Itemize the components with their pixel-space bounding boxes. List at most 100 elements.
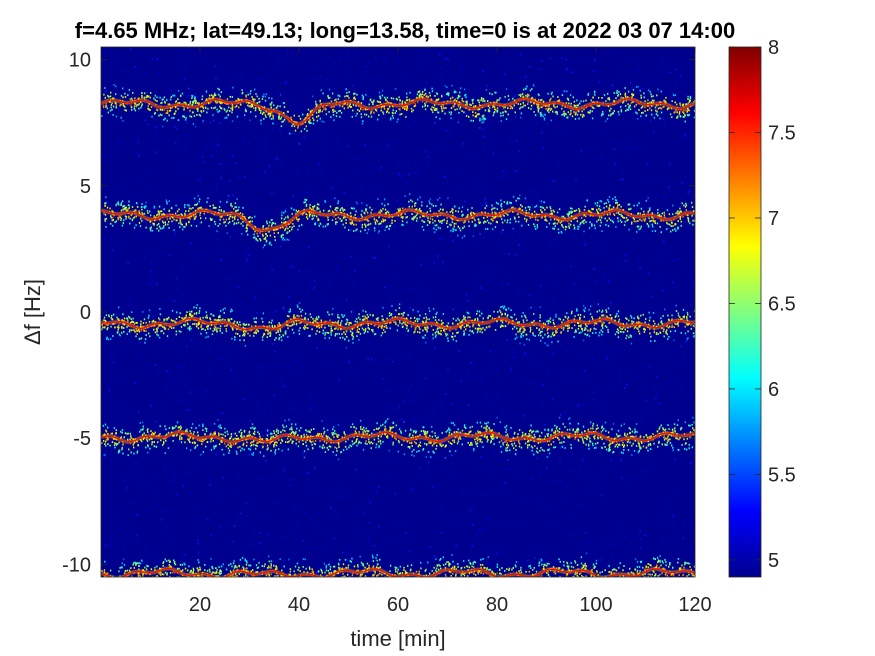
band-point (202, 328, 204, 330)
noise-speck (310, 104, 312, 107)
noise-speck (279, 245, 282, 248)
noise-speck (220, 489, 222, 492)
band-point (120, 94, 123, 97)
noise-speck (298, 291, 301, 294)
band-point (286, 232, 288, 235)
band-point (159, 210, 161, 213)
band-point (269, 221, 271, 224)
noise-speck (681, 182, 684, 185)
band-point (245, 226, 248, 229)
band-point (431, 218, 434, 221)
band-point (619, 93, 622, 96)
noise-speck (213, 226, 215, 228)
noise-speck (215, 453, 218, 456)
noise-speck (531, 125, 534, 127)
band-point (366, 317, 368, 320)
band-point (354, 217, 357, 219)
band-point (335, 207, 337, 210)
band-point (624, 87, 626, 89)
band-point (680, 220, 682, 223)
band-point (672, 229, 674, 232)
band-point (493, 111, 496, 113)
noise-speck (182, 294, 184, 297)
band-point (491, 211, 493, 214)
band-point (185, 316, 187, 319)
band-point (278, 113, 281, 116)
noise-speck (694, 346, 695, 348)
noise-speck (190, 242, 192, 245)
band-point (226, 116, 228, 119)
band-point (281, 238, 284, 241)
band-point (617, 204, 619, 207)
band-point (337, 207, 339, 209)
band-point (340, 111, 343, 114)
band-point (266, 222, 268, 225)
noise-speck (256, 312, 258, 314)
noise-speck (105, 545, 107, 547)
band-point (175, 110, 177, 113)
band-point (240, 103, 242, 106)
band-point (643, 92, 645, 95)
noise-speck (574, 283, 576, 285)
band-point (583, 108, 585, 111)
band-point (327, 97, 330, 99)
noise-speck (476, 216, 479, 218)
band-point (283, 222, 285, 224)
band-point (587, 92, 590, 95)
band-point (287, 216, 289, 219)
band-point (660, 220, 662, 222)
band-point (394, 112, 396, 114)
noise-speck (546, 265, 549, 268)
band-point (566, 116, 568, 119)
band-point (574, 210, 576, 212)
band-point (549, 206, 551, 208)
noise-speck (367, 357, 369, 360)
noise-speck (434, 346, 436, 349)
band-point (110, 325, 112, 328)
noise-speck (112, 361, 115, 364)
band-point (219, 200, 222, 203)
band-point (554, 225, 556, 228)
noise-speck (271, 268, 273, 271)
noise-speck (450, 52, 453, 55)
noise-speck (582, 276, 585, 279)
noise-speck (435, 456, 437, 459)
band-point (500, 205, 503, 208)
band-point (678, 212, 680, 215)
band-point (158, 222, 160, 225)
noise-speck (364, 144, 366, 146)
band-point (122, 119, 124, 122)
noise-speck (413, 397, 416, 399)
band-point (359, 230, 362, 233)
band-point (450, 224, 452, 227)
noise-speck (680, 345, 682, 348)
band-point (526, 338, 528, 341)
noise-speck (283, 309, 286, 311)
band-point (461, 110, 463, 112)
band-point (304, 198, 306, 201)
band-point (288, 223, 290, 226)
noise-speck (602, 424, 604, 427)
band-point (202, 105, 204, 108)
band-point (189, 115, 191, 118)
band-point (428, 307, 430, 310)
noise-speck (579, 205, 581, 207)
band-point (496, 107, 499, 109)
band-point (436, 108, 438, 111)
band-point (167, 328, 170, 331)
band-point (462, 214, 464, 216)
band-point (314, 205, 316, 207)
noise-speck (504, 73, 506, 76)
band-point (515, 199, 517, 202)
band-point (683, 315, 686, 318)
band-point (404, 321, 406, 324)
band-point (426, 330, 428, 333)
band-point (317, 115, 320, 117)
band-point (507, 95, 510, 97)
band-point (466, 324, 468, 326)
noise-speck (387, 390, 389, 392)
band-point (209, 205, 211, 207)
band-point (399, 99, 401, 102)
band-point (371, 329, 373, 331)
band-point (603, 202, 606, 205)
